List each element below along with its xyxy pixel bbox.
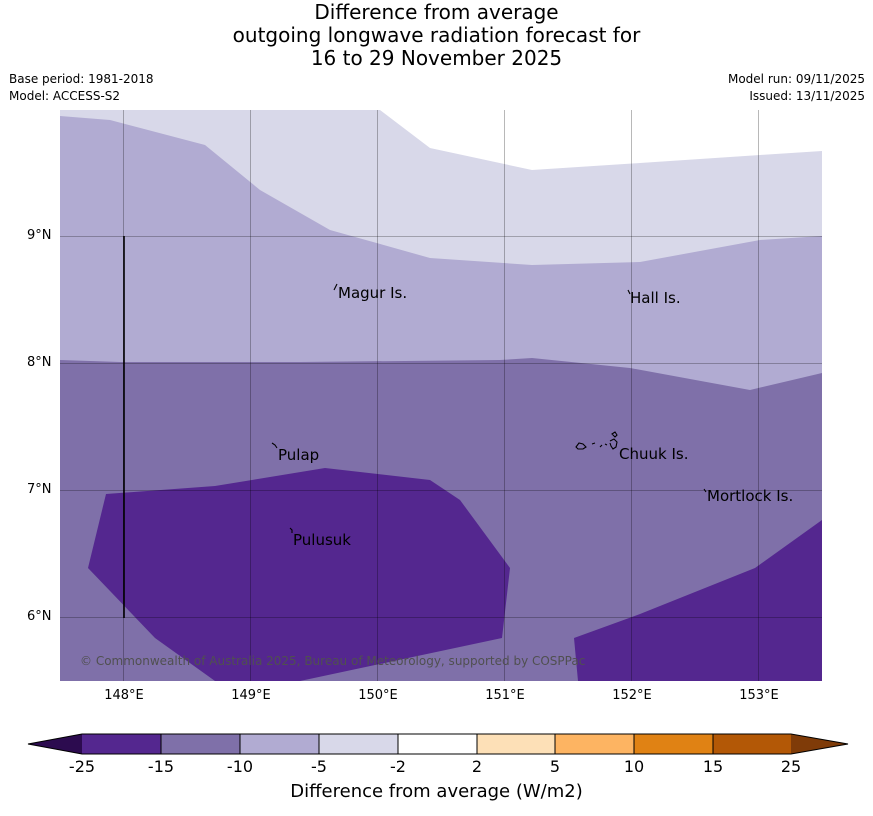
island-pulusuk — [289, 527, 293, 533]
colorbar-extend-high — [791, 734, 848, 754]
colorbar-tick: -15 — [147, 757, 175, 776]
island-mortlock — [703, 488, 707, 493]
colorbar-tick: -2 — [390, 757, 406, 776]
colorbar-tick: 25 — [780, 757, 802, 776]
title-line-2: outgoing longwave radiation forecast for — [232, 23, 641, 47]
colorbar-swatch-8 — [634, 734, 713, 754]
colorbar-tick: 15 — [702, 757, 724, 776]
metadata-right: Model run: 09/11/2025 Issued: 13/11/2025 — [728, 71, 865, 105]
place-label-magur: Magur Is. — [338, 284, 408, 302]
colorbar-tick: -10 — [226, 757, 254, 776]
lat-label-9n: 9°N — [27, 228, 52, 243]
colorbar-dividers — [160, 734, 714, 754]
lon-label-152e: 152°E — [612, 688, 652, 703]
colorbar — [27, 733, 849, 755]
colorbar-extend-low — [28, 734, 82, 754]
place-label-pulap: Pulap — [278, 446, 320, 464]
title-line-1: Difference from average — [314, 0, 559, 24]
lon-label-148e: 148°E — [104, 688, 144, 703]
lon-label-150e: 150°E — [358, 688, 398, 703]
issued-date: Issued: 13/11/2025 — [749, 89, 865, 103]
place-label-mortlock: Mortlock Is. — [707, 487, 794, 505]
colorbar-tick: 5 — [549, 757, 561, 776]
colorbar-tick: -25 — [68, 757, 96, 776]
lon-label-149e: 149°E — [231, 688, 271, 703]
colorbar-swatch-6 — [477, 734, 555, 754]
lat-label-7n: 7°N — [27, 482, 52, 497]
colorbar-swatch-7 — [555, 734, 634, 754]
colorbar-swatch-4 — [319, 734, 398, 754]
lon-label-151e: 151°E — [485, 688, 525, 703]
model-run: Model run: 09/11/2025 — [727, 72, 865, 86]
colorbar-swatch-3 — [240, 734, 319, 754]
colorbar-swatch-5 — [398, 734, 477, 754]
lat-label-6n: 6°N — [27, 609, 52, 624]
place-label-chuuk: Chuuk Is. — [619, 445, 689, 463]
anomaly-map — [60, 110, 822, 681]
island-chuuk — [575, 431, 618, 450]
place-label-pulusuk: Pulusuk — [293, 531, 351, 549]
copyright-credit: © Commonwealth of Australia 2025, Bureau… — [80, 654, 586, 668]
colorbar-swatch-1 — [82, 734, 161, 754]
island-pulap — [271, 442, 278, 449]
colorbar-label: Difference from average (W/m2) — [290, 781, 583, 802]
colorbar-swatch-9 — [713, 734, 791, 754]
colorbar-swatch-2 — [161, 734, 240, 754]
colorbar-outline — [27, 733, 849, 755]
contour-band-minus25-to-minus15-west — [88, 468, 510, 681]
lon-label-153e: 153°E — [739, 688, 779, 703]
lat-label-8n: 8°N — [27, 355, 52, 370]
colorbar-tick: 2 — [471, 757, 483, 776]
contour-band-minus25-to-minus15-east — [574, 520, 822, 681]
colorbar-tick: 10 — [623, 757, 645, 776]
island-outlines — [271, 283, 707, 533]
base-period: Base period: 1981-2018 — [9, 72, 154, 86]
colorbar-tick: -5 — [311, 757, 327, 776]
island-hall — [627, 289, 631, 295]
title-line-3: 16 to 29 November 2025 — [310, 46, 563, 70]
island-magur — [333, 283, 338, 291]
model-name: Model: ACCESS-S2 — [9, 89, 121, 103]
place-label-hall: Hall Is. — [630, 289, 681, 307]
metadata-left: Base period: 1981-2018 Model: ACCESS-S2 — [9, 71, 154, 105]
